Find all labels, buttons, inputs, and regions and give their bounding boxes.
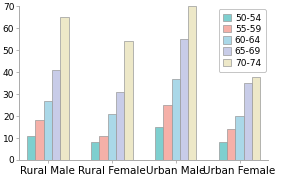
Bar <box>44 101 52 160</box>
Bar <box>52 70 60 160</box>
Bar <box>171 79 180 160</box>
Bar <box>227 129 235 160</box>
Bar <box>91 142 99 160</box>
Bar <box>27 136 36 160</box>
Bar <box>235 116 244 160</box>
Bar <box>188 6 197 160</box>
Legend: 50-54, 55-59, 60-64, 65-69, 70-74: 50-54, 55-59, 60-64, 65-69, 70-74 <box>219 9 266 72</box>
Bar <box>36 120 44 160</box>
Bar <box>116 92 124 160</box>
Bar <box>180 39 188 160</box>
Bar <box>108 114 116 160</box>
Bar <box>244 83 252 160</box>
Bar <box>219 142 227 160</box>
Bar <box>124 41 133 160</box>
Bar <box>252 77 260 160</box>
Bar <box>155 127 163 160</box>
Bar <box>99 136 108 160</box>
Bar <box>60 17 69 160</box>
Bar <box>163 105 171 160</box>
